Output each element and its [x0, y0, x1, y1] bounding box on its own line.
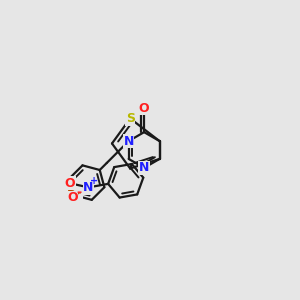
- Text: -: -: [76, 186, 81, 199]
- Text: O: O: [64, 177, 75, 190]
- Text: Br: Br: [67, 189, 82, 202]
- Text: N: N: [83, 181, 94, 194]
- Text: N: N: [124, 135, 134, 148]
- Text: O: O: [67, 191, 78, 204]
- Text: S: S: [126, 112, 135, 125]
- Text: +: +: [90, 176, 98, 186]
- Text: O: O: [139, 101, 149, 115]
- Text: N: N: [139, 161, 149, 174]
